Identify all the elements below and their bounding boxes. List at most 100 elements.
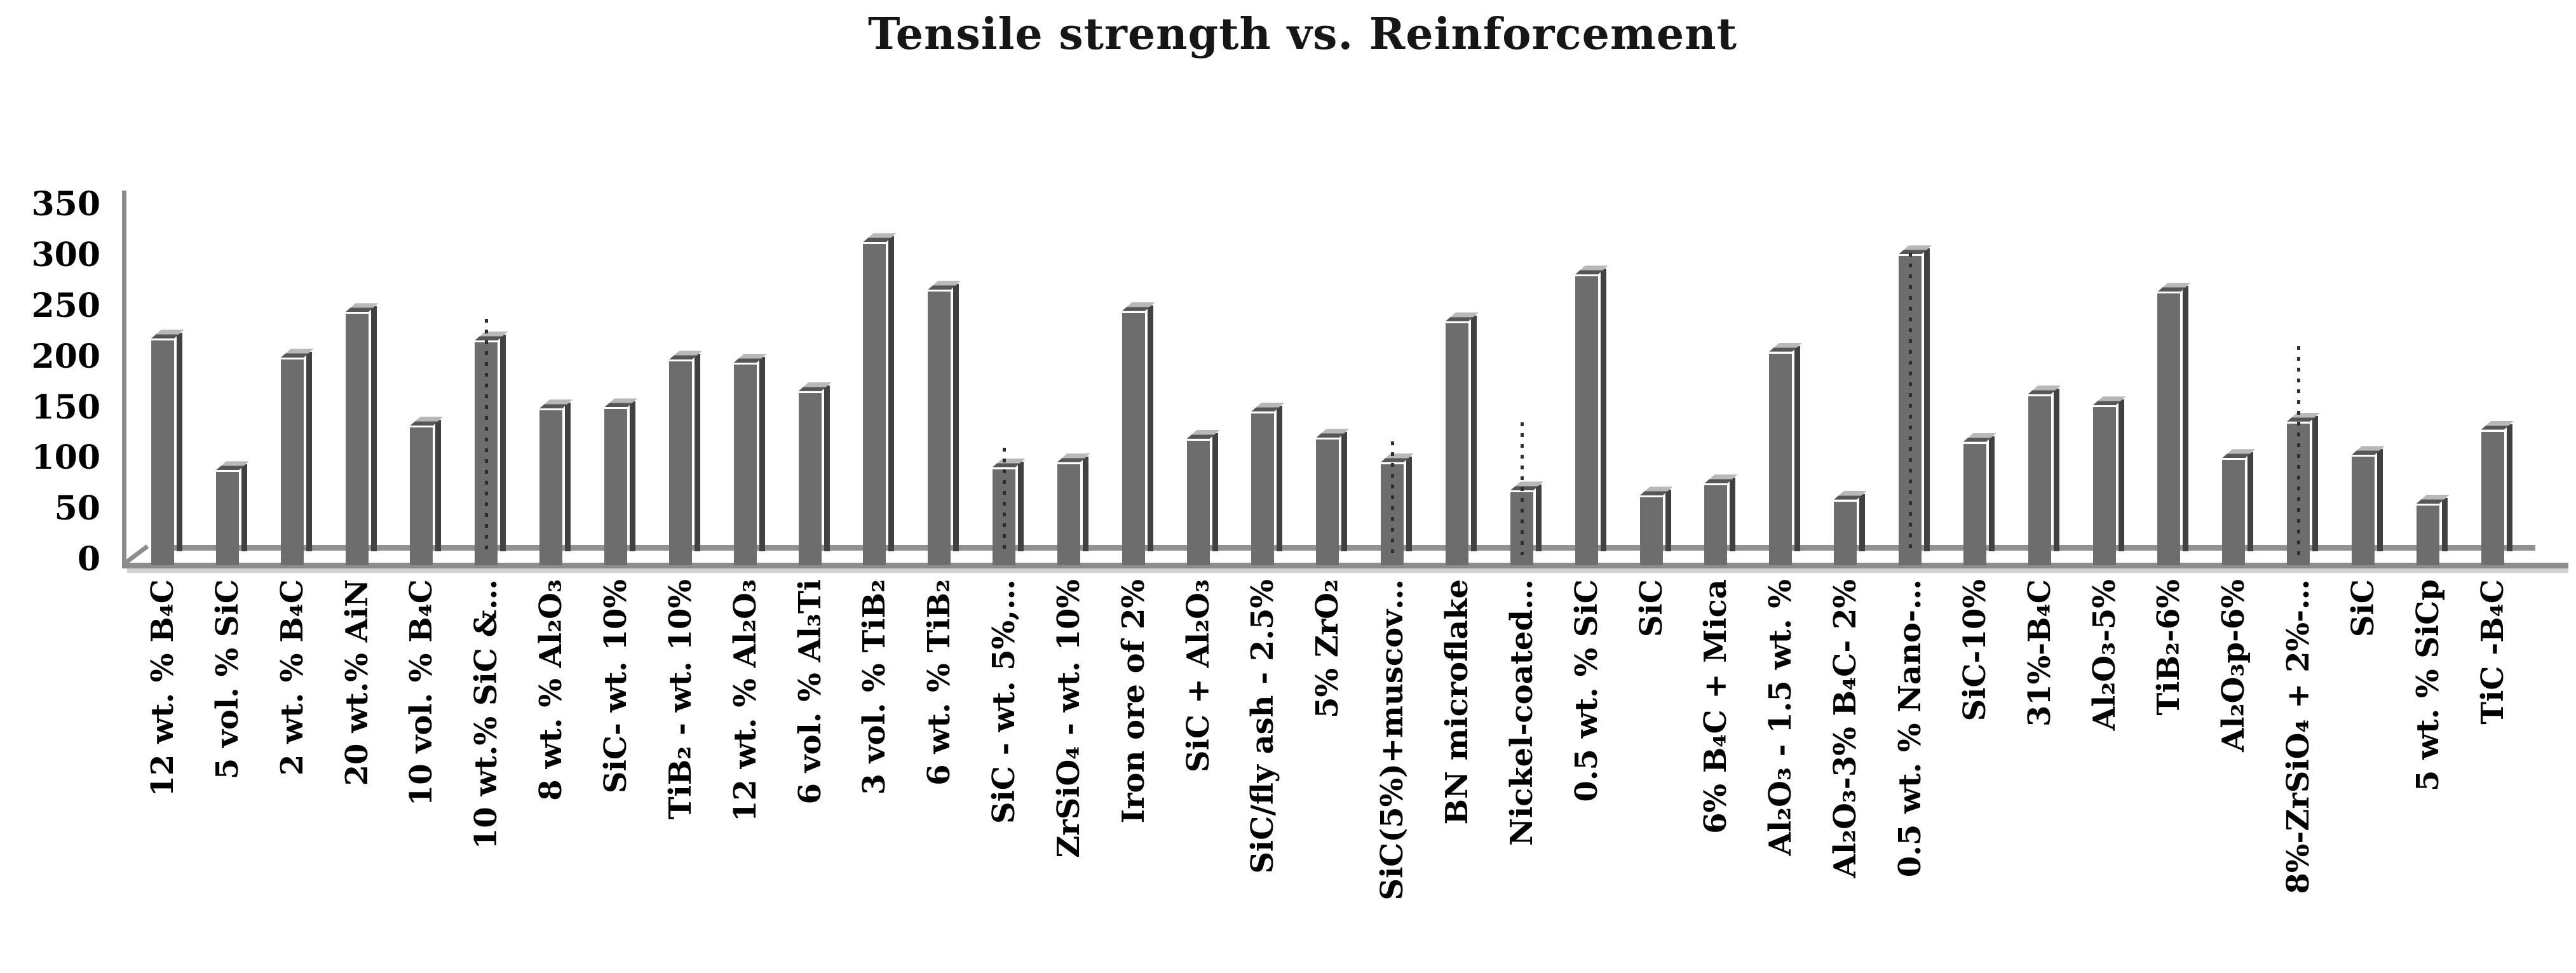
x-tick-label: 8%-ZrSiO₄ + 2%-… — [2281, 579, 2317, 894]
x-tick-label: 3 vol. % TiB₂ — [857, 579, 893, 795]
bar — [2481, 431, 2504, 565]
bar-side-face — [2441, 498, 2448, 551]
bar-side-face — [2247, 452, 2254, 551]
bar-top-face — [1381, 453, 1414, 462]
bar — [668, 361, 692, 565]
bar-top-face — [2416, 495, 2450, 504]
y-tick-label: 350 — [31, 185, 100, 224]
bar — [2351, 457, 2375, 565]
bar-top-face — [1769, 342, 1803, 352]
bar — [1057, 464, 1080, 565]
bar — [1316, 440, 1339, 565]
bar — [928, 292, 951, 565]
x-tick-label: SiC/fly ash - 2.5% — [1245, 579, 1281, 874]
bar-top-face — [1704, 474, 1738, 484]
bar — [1769, 353, 1793, 565]
bar-side-face — [1535, 485, 1542, 551]
bar-top-face — [798, 382, 832, 391]
bar — [1122, 312, 1145, 565]
bar-side-face — [1859, 493, 1866, 551]
leader-dots — [1391, 441, 1395, 555]
bar-top-face — [1963, 433, 1996, 442]
bar-top-face — [1510, 481, 1543, 491]
x-tick-label: 6 vol. % Al₃Ti — [792, 579, 828, 805]
bar-side-face — [1923, 248, 1930, 551]
bar-side-face — [953, 284, 959, 551]
bar — [539, 410, 563, 565]
x-tick-label: 8 wt. % Al₂O₃ — [533, 579, 569, 801]
bar-top-face — [280, 349, 314, 358]
bar-side-face — [1665, 490, 1671, 551]
x-tick-label: SiC - wt. 5%,… — [986, 579, 1022, 824]
x-tick-label: 20 wt.% AiN — [339, 579, 375, 786]
bar-top-face — [1251, 402, 1285, 412]
bar-top-face — [2092, 396, 2126, 406]
x-tick-label: SiC-10% — [1956, 579, 1993, 721]
bar-top-face — [733, 354, 767, 363]
bar-top-face — [1186, 429, 1220, 439]
y-tick-label: 50 — [54, 489, 100, 528]
bar-top-face — [1898, 245, 1932, 255]
bar — [1575, 276, 1598, 565]
bar-top-face — [604, 398, 637, 408]
bar-side-face — [1406, 456, 1413, 551]
bar-side-face — [241, 464, 247, 551]
bar — [1963, 443, 1986, 565]
x-tick-label: Iron ore of 2% — [1115, 579, 1151, 824]
bar — [1704, 485, 1728, 565]
x-tick-label: Al₂O₃-3% B₄C- 2% — [1827, 579, 1864, 878]
bar — [215, 472, 239, 565]
y-tick-label: 300 — [31, 236, 100, 275]
y-tick-label: 150 — [31, 387, 100, 427]
bar-side-face — [1018, 461, 1024, 551]
bar-top-face — [993, 458, 1026, 467]
bar-side-face — [2312, 415, 2319, 551]
x-tick-label: SiC- wt. 10% — [597, 579, 634, 794]
bar — [2157, 293, 2181, 565]
bar-side-face — [1730, 478, 1736, 551]
bar-top-face — [410, 417, 444, 426]
bar-top-face — [1639, 486, 1673, 496]
x-tick-label: 6 wt. % TiB₂ — [921, 579, 958, 786]
bar — [2416, 506, 2439, 565]
bar-top-face — [2157, 283, 2191, 292]
bar-top-face — [668, 351, 702, 360]
bar-side-face — [2118, 399, 2124, 551]
x-tick-label: TiB₂ - wt. 10% — [662, 579, 698, 820]
bar — [1251, 413, 1275, 565]
y-tick-label: 250 — [31, 286, 100, 325]
x-tick-label: SiC(5%)+muscov… — [1374, 579, 1411, 901]
bar — [345, 314, 369, 565]
bar-top-face — [215, 461, 249, 471]
bar-top-face — [1122, 302, 1155, 311]
bar — [151, 340, 174, 565]
floor-front-edge — [122, 563, 2568, 568]
bar-side-face — [1212, 433, 1218, 551]
y-tick-label: 200 — [31, 337, 100, 376]
bar-top-face — [2028, 385, 2061, 394]
bar-top-face — [2481, 420, 2514, 430]
leader-dots — [1908, 253, 1912, 555]
bar-side-face — [1277, 405, 1283, 551]
bar-top-face — [1834, 490, 1868, 500]
x-tick-label: 0.5 wt. % SiC — [1568, 579, 1604, 802]
x-tick-label: 12 wt. % B₄C — [145, 579, 180, 797]
x-tick-label: BN microflake — [1439, 579, 1475, 825]
x-tick-label: Al₂O₃-5% — [2086, 579, 2122, 731]
bar-top-face — [1057, 453, 1090, 462]
leader-dots — [485, 319, 489, 555]
y-tick-label: 0 — [77, 540, 100, 579]
x-tick-label: 5 vol. % SiC — [209, 579, 245, 780]
bar-top-face — [2351, 446, 2385, 455]
chart-title: Tensile strength vs. Reinforcement — [867, 9, 1738, 60]
x-tick-label: SiC — [2345, 579, 2381, 638]
bar — [1446, 323, 1468, 565]
x-tick-label: 0.5 wt. % Nano-… — [1892, 579, 1928, 878]
bar — [604, 409, 627, 565]
bar-top-face — [2222, 449, 2256, 459]
bar — [733, 365, 757, 565]
bar-top-face — [539, 399, 573, 408]
x-tick-label: 31%-B₄C — [2021, 579, 2057, 727]
bar-top-face — [1575, 265, 1608, 275]
